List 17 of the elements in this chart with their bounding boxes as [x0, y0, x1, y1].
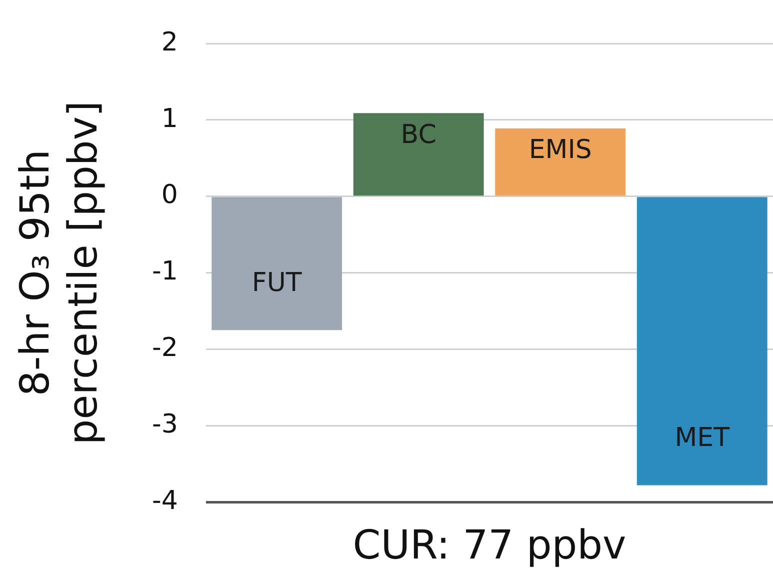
y-axis-title: 8-hr O₃ 95th percentile [ppbv]	[12, 100, 106, 445]
x-tick-label: BC	[400, 120, 436, 150]
bar	[636, 197, 768, 486]
x-tick-label: EMIS	[528, 135, 592, 166]
bar	[353, 113, 484, 196]
y-tick-label: -4	[152, 486, 178, 516]
y-tick-label: 1	[161, 104, 178, 134]
y-tick-label: 0	[161, 180, 178, 210]
x-tick-label: MET	[674, 423, 730, 454]
x-axis-title: CUR: 77 ppbv	[352, 522, 626, 568]
bar	[212, 197, 342, 330]
bar	[495, 128, 626, 196]
y-tick-label: -2	[152, 332, 178, 363]
x-tick-label: FUT	[252, 268, 302, 298]
y-tick-label: -1	[152, 256, 178, 287]
y-tick-label: 2	[161, 27, 178, 58]
y-tick-label: -3	[152, 409, 178, 440]
